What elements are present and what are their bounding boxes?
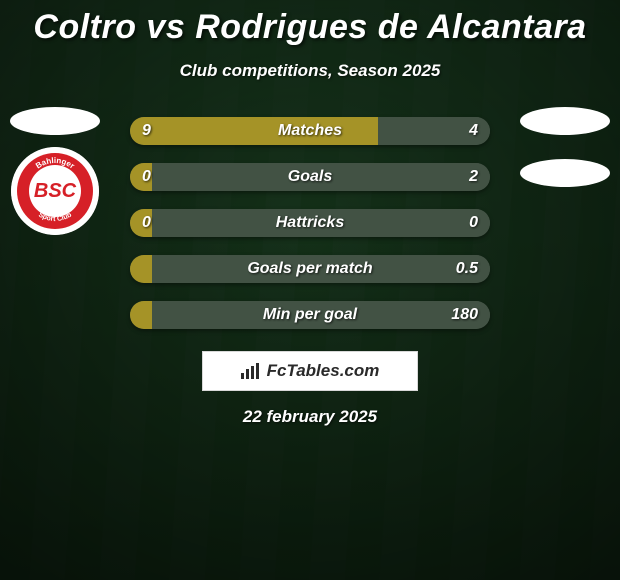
flag-right bbox=[520, 107, 610, 135]
bar-left bbox=[130, 301, 152, 329]
right-player-col bbox=[510, 107, 620, 187]
club-badge-left: BSC Bahlinger Sport Club bbox=[11, 147, 99, 235]
flag-left bbox=[10, 107, 100, 135]
bar-right bbox=[152, 163, 490, 191]
stat-row: 00Hattricks bbox=[130, 209, 490, 237]
barchart-icon bbox=[241, 363, 261, 379]
bar-right bbox=[152, 255, 490, 283]
stat-label: Hattricks bbox=[130, 209, 490, 237]
page-title: Coltro vs Rodrigues de Alcantara bbox=[0, 0, 620, 47]
brand-box[interactable]: FcTables.com bbox=[202, 351, 418, 391]
bar-left bbox=[130, 255, 152, 283]
stats-area: BSC Bahlinger Sport Club 94Matches 02Goal… bbox=[0, 117, 620, 329]
stat-rows: 94Matches 02Goals 00Hattricks 0.5Goals per … bbox=[130, 117, 490, 329]
brand-label: FcTables.com bbox=[267, 361, 380, 381]
date-label: 22 february 2025 bbox=[0, 407, 620, 427]
bar-right bbox=[378, 117, 490, 145]
stat-row: 0.5Goals per match bbox=[130, 255, 490, 283]
bar-left bbox=[130, 117, 378, 145]
bar-left bbox=[130, 209, 152, 237]
bar-right bbox=[152, 301, 490, 329]
stat-row: 02Goals bbox=[130, 163, 490, 191]
left-player-col: BSC Bahlinger Sport Club bbox=[0, 107, 110, 235]
stat-row: 94Matches bbox=[130, 117, 490, 145]
svg-text:BSC: BSC bbox=[34, 180, 77, 202]
subtitle: Club competitions, Season 2025 bbox=[0, 61, 620, 81]
bar-right bbox=[468, 209, 490, 237]
flag-right-secondary bbox=[520, 159, 610, 187]
bar-left bbox=[130, 163, 152, 191]
stat-row: 180Min per goal bbox=[130, 301, 490, 329]
